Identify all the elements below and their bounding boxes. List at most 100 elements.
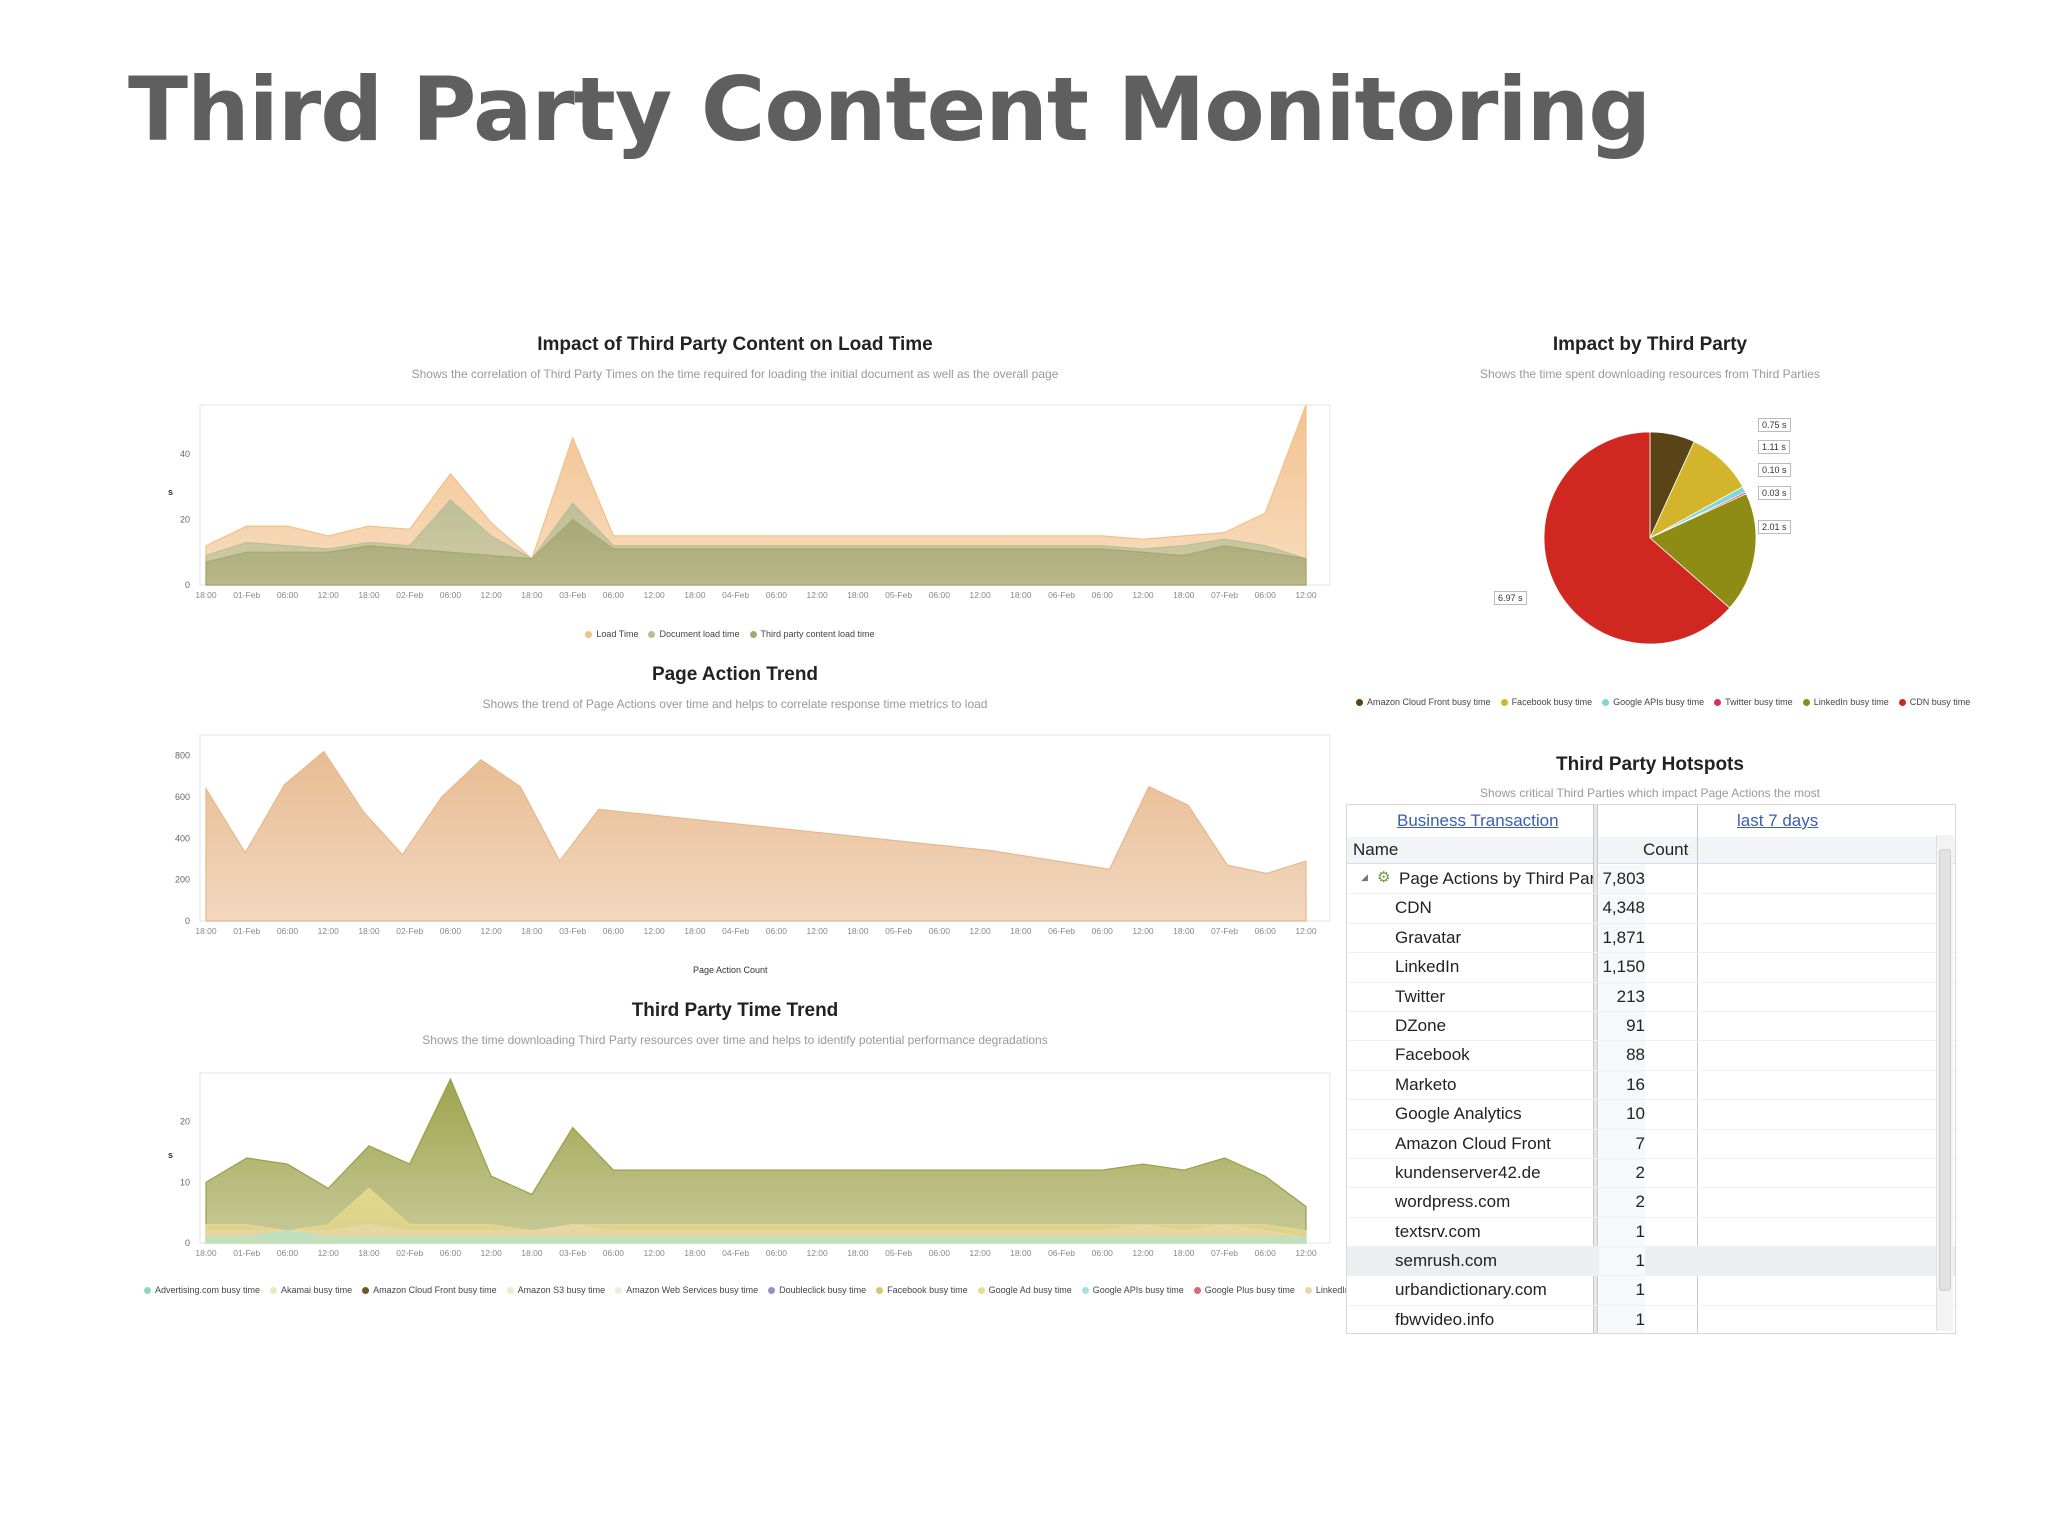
x-tick-label: 18:00 bbox=[1010, 926, 1032, 936]
x-tick-label: 06:00 bbox=[277, 1248, 299, 1258]
x-tick-label: 06:00 bbox=[1255, 1248, 1277, 1258]
table-row[interactable]: Gravatar 1,871 bbox=[1347, 923, 1955, 954]
scrollbar-thumb[interactable] bbox=[1939, 849, 1951, 1291]
table-row[interactable]: urbandictionary.com 1 bbox=[1347, 1276, 1955, 1306]
x-tick-label: 18:00 bbox=[847, 926, 869, 936]
x-tick-label: 18:00 bbox=[1010, 1248, 1032, 1258]
count-cell-bg bbox=[1599, 1305, 1645, 1333]
count-cell-bg bbox=[1599, 1070, 1645, 1100]
table-row[interactable]: Facebook 88 bbox=[1347, 1041, 1955, 1071]
legend-item[interactable]: Facebook busy time bbox=[876, 1282, 968, 1298]
x-tick-label: 18:00 bbox=[847, 590, 869, 600]
vertical-scrollbar[interactable] bbox=[1936, 835, 1953, 1331]
x-tick-label: 06:00 bbox=[1092, 1248, 1114, 1258]
x-tick-label: 18:00 bbox=[521, 1248, 543, 1258]
legend-item[interactable]: Load Time bbox=[585, 626, 638, 642]
x-tick-label: 12:00 bbox=[644, 926, 666, 936]
legend-item[interactable]: Google APIs busy time bbox=[1602, 694, 1704, 710]
row-name: Marketo bbox=[1395, 1074, 1457, 1094]
legend-item[interactable]: CDN busy time bbox=[1898, 694, 1971, 710]
row-name: semrush.com bbox=[1395, 1251, 1498, 1271]
legend-item[interactable]: Twitter busy time bbox=[1714, 694, 1793, 710]
table-row[interactable]: kundenserver42.de 2 bbox=[1347, 1158, 1955, 1189]
x-tick-label: 12:00 bbox=[806, 590, 828, 600]
x-tick-label: 12:00 bbox=[318, 1248, 340, 1258]
table-row[interactable]: DZone 91 bbox=[1347, 1011, 1955, 1042]
x-tick-label: 06-Feb bbox=[1048, 1248, 1075, 1258]
table-row[interactable]: LinkedIn 1,150 bbox=[1347, 953, 1955, 983]
legend-item[interactable]: Google Ad busy time bbox=[977, 1282, 1072, 1298]
business-transaction-link[interactable]: Business Transaction bbox=[1397, 811, 1559, 830]
legend-item[interactable]: Advertising.com busy time bbox=[144, 1282, 260, 1298]
pie-slice-linkedin-busy-time[interactable] bbox=[1649, 493, 1757, 609]
x-tick-label: 18:00 bbox=[521, 590, 543, 600]
legend-item[interactable]: Document load time bbox=[648, 626, 740, 642]
legend-item[interactable]: LinkedIn busy time bbox=[1802, 694, 1889, 710]
legend-label: Google Ad busy time bbox=[988, 1285, 1072, 1295]
legend-item[interactable]: Google Plus busy time bbox=[1193, 1282, 1295, 1298]
x-tick-label: 12:00 bbox=[481, 1248, 503, 1258]
x-tick-label: 07-Feb bbox=[1211, 926, 1238, 936]
legend-item[interactable]: Facebook busy time bbox=[1500, 694, 1592, 710]
legend-item[interactable]: Amazon S3 busy time bbox=[506, 1282, 605, 1298]
x-tick-label: 12:00 bbox=[1295, 1248, 1317, 1258]
legend-item[interactable]: Doubleclick busy time bbox=[768, 1282, 866, 1298]
page-action-xlabel: Page Action Count bbox=[693, 965, 768, 975]
pie-slice-cdn-busy-time[interactable] bbox=[1543, 431, 1731, 645]
table-row[interactable]: ◢ ⚙ Page Actions by Third Party 7,803 bbox=[1347, 865, 1955, 895]
col-name-header[interactable]: Name bbox=[1353, 840, 1399, 859]
x-tick-label: 06:00 bbox=[440, 1248, 462, 1258]
legend-label: Load Time bbox=[596, 629, 639, 639]
pie-data-label: 0.10 s bbox=[1758, 463, 1791, 477]
table-row[interactable]: fbwvideo.info 1 bbox=[1347, 1305, 1955, 1333]
x-tick-label: 12:00 bbox=[1132, 926, 1154, 936]
legend-item[interactable]: Third party content load time bbox=[749, 626, 875, 642]
x-tick-label: 12:00 bbox=[644, 590, 666, 600]
table-row[interactable]: textsrv.com 1 bbox=[1347, 1217, 1955, 1248]
legend-swatch bbox=[876, 1287, 884, 1295]
legend-label: CDN busy time bbox=[1909, 697, 1971, 707]
x-tick-label: 06:00 bbox=[440, 926, 462, 936]
row-count: 2 bbox=[1635, 1162, 1645, 1182]
expand-toggle-icon[interactable]: ◢ bbox=[1361, 872, 1368, 882]
table-row[interactable]: Google Analytics 10 bbox=[1347, 1100, 1955, 1130]
legend-swatch bbox=[1802, 699, 1810, 707]
x-tick-label: 12:00 bbox=[969, 1248, 991, 1258]
count-cell-bg bbox=[1599, 1129, 1645, 1158]
x-tick-label: 02-Feb bbox=[396, 590, 423, 600]
row-count: 1,150 bbox=[1602, 957, 1645, 977]
table-row[interactable]: Marketo 16 bbox=[1347, 1070, 1955, 1101]
x-tick-label: 18:00 bbox=[1173, 590, 1195, 600]
legend-item[interactable]: Amazon Cloud Front busy time bbox=[362, 1282, 497, 1298]
x-tick-label: 18:00 bbox=[358, 926, 380, 936]
pie-data-label: 0.03 s bbox=[1758, 486, 1791, 500]
table-row[interactable]: Twitter 213 bbox=[1347, 982, 1955, 1012]
time-range-link[interactable]: last 7 days bbox=[1737, 811, 1819, 830]
col-count-header[interactable]: Count bbox=[1643, 840, 1689, 859]
x-tick-label: 06:00 bbox=[440, 590, 462, 600]
page-action-title: Page Action Trend bbox=[651, 664, 819, 685]
x-tick-label: 06:00 bbox=[766, 1248, 788, 1258]
legend-swatch bbox=[1602, 699, 1610, 707]
row-name: Twitter bbox=[1395, 986, 1446, 1006]
x-tick-label: 01-Feb bbox=[233, 590, 260, 600]
column-divider[interactable] bbox=[1593, 805, 1598, 1333]
legend-item[interactable]: Amazon Web Services busy time bbox=[615, 1282, 758, 1298]
table-row[interactable]: semrush.com 1 bbox=[1347, 1247, 1955, 1277]
table-row[interactable]: wordpress.com 2 bbox=[1347, 1188, 1955, 1218]
pie-data-label: 0.75 s bbox=[1758, 418, 1791, 432]
table-row[interactable]: Amazon Cloud Front 7 bbox=[1347, 1129, 1955, 1159]
legend-item[interactable]: Amazon Cloud Front busy time bbox=[1356, 694, 1491, 710]
table-row[interactable]: CDN 4,348 bbox=[1347, 894, 1955, 924]
legend-item[interactable]: Google APIs busy time bbox=[1081, 1282, 1184, 1298]
x-tick-label: 05-Feb bbox=[885, 1248, 912, 1258]
series-area-third-party-content-load-time bbox=[205, 518, 1307, 586]
x-tick-label: 18:00 bbox=[358, 590, 380, 600]
impact-tp-subtitle: Shows the time spent downloading resourc… bbox=[1480, 367, 1820, 381]
row-count: 10 bbox=[1626, 1104, 1645, 1124]
count-cell-bg bbox=[1599, 1041, 1645, 1070]
count-cell-bg bbox=[1599, 923, 1645, 953]
legend-item[interactable]: Akamai busy time bbox=[270, 1282, 352, 1298]
row-count: 1 bbox=[1635, 1221, 1645, 1241]
row-name: Gravatar bbox=[1395, 927, 1462, 947]
